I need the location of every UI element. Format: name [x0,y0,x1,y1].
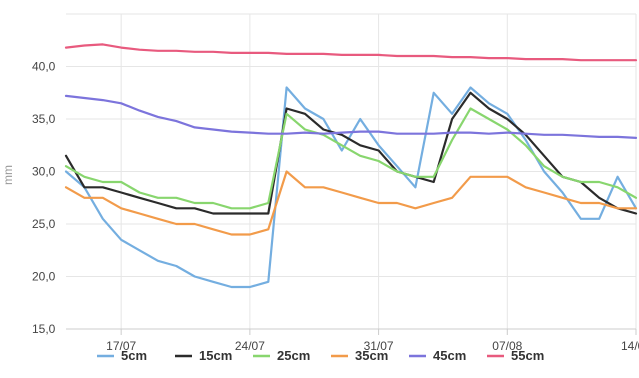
series-line-55cm[interactable] [64,43,638,62]
legend-label: 25cm [277,348,310,363]
legend: 5cm 15cm 25cm 35cm 45cm 55cm [97,348,544,363]
y-axis-title: mm [1,165,15,185]
legend-item-45cm[interactable]: 45cm [409,348,466,363]
legend-label: 15cm [199,348,232,363]
legend-item-55cm[interactable]: 55cm [487,348,544,363]
series-line-15cm[interactable] [64,91,638,215]
legend-item-5cm[interactable]: 5cm [97,348,147,363]
x-axis: 17/07 24/07 31/07 07/08 14/08 [66,328,639,353]
series-line-35cm[interactable] [64,170,638,236]
legend-label: 55cm [511,348,544,363]
legend-label: 35cm [355,348,388,363]
series-line-5cm[interactable] [64,86,638,289]
y-axis: 15,0 20,0 25,0 30,0 35,0 40,0 [32,60,56,337]
y-tick-label: 30,0 [32,165,56,179]
series-line-45cm[interactable] [64,94,638,139]
x-tick-label: 14/08 [621,339,639,353]
x-tick-label: 31/07 [364,339,394,353]
x-tick-label: 24/07 [235,339,265,353]
legend-label: 5cm [121,348,147,363]
legend-item-35cm[interactable]: 35cm [331,348,388,363]
y-tick-label: 35,0 [32,112,56,126]
y-tick-label: 15,0 [32,322,56,336]
y-tick-label: 20,0 [32,270,56,284]
series-line-25cm[interactable] [64,107,638,210]
y-tick-label: 40,0 [32,60,56,74]
legend-item-15cm[interactable]: 15cm [175,348,232,363]
y-tick-label: 25,0 [32,217,56,231]
x-tick-label: 07/08 [492,339,522,353]
legend-item-25cm[interactable]: 25cm [253,348,310,363]
legend-label: 45cm [433,348,466,363]
series-lines [64,43,638,289]
x-tick-label: 17/07 [106,339,136,353]
grid-lines [66,13,637,330]
